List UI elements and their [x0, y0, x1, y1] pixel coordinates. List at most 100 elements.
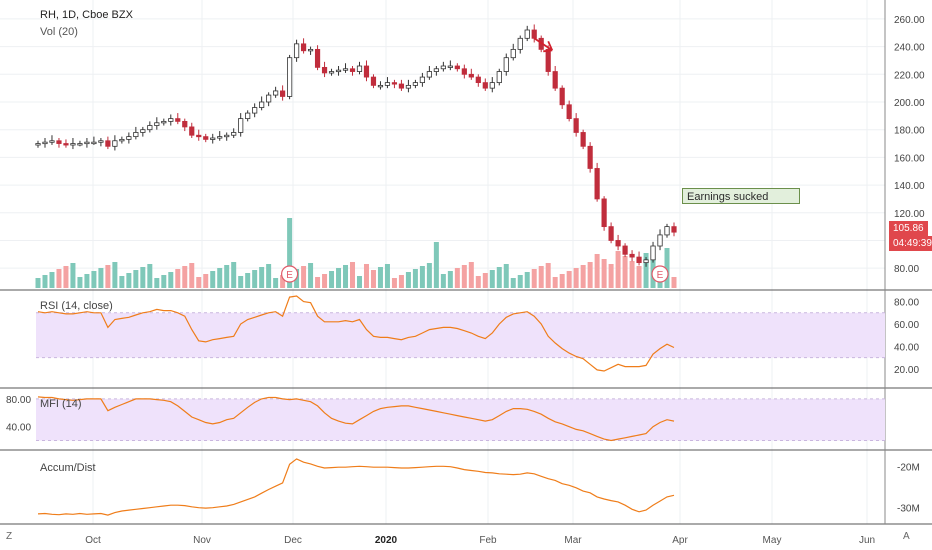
candle-body	[615, 240, 621, 247]
volume-bar	[336, 268, 342, 288]
volume-bar	[119, 276, 125, 288]
volume-bar	[580, 265, 586, 288]
candle-body	[447, 65, 453, 68]
candle-body	[398, 83, 405, 89]
volume-bar	[175, 269, 181, 288]
candle-body	[643, 259, 649, 264]
candle-body	[580, 132, 586, 147]
volume-bar	[594, 254, 600, 288]
candle-body	[77, 143, 83, 146]
volume-bar	[238, 276, 244, 288]
price-tick-label: 80.00	[894, 264, 919, 275]
zoom-icon[interactable]: Z	[6, 531, 13, 542]
candle-body	[412, 82, 419, 86]
volume-bar	[377, 267, 383, 288]
candle-body	[126, 136, 132, 140]
candle-body	[42, 141, 48, 145]
candle-body	[405, 84, 412, 89]
rsi-tick-label: 20.00	[894, 365, 919, 376]
volume-bar	[126, 273, 132, 288]
earnings-marker: E	[651, 265, 669, 283]
volume-bar	[161, 275, 167, 288]
volume-bar	[433, 242, 439, 288]
candle-body	[377, 84, 384, 88]
candle-body	[224, 134, 230, 138]
price-tick-label: 180.00	[894, 126, 925, 137]
candle-body	[468, 73, 474, 78]
volume-bar	[343, 265, 349, 288]
volume-bar	[370, 270, 376, 288]
volume-bar	[140, 267, 146, 288]
price-tick-label: 200.00	[894, 98, 925, 109]
candle-body	[650, 245, 656, 261]
earnings-marker: E	[281, 265, 299, 283]
volume-bar	[301, 266, 307, 288]
price-tick-label: 160.00	[894, 153, 925, 164]
candle-body	[622, 245, 628, 255]
volume-bar	[147, 264, 153, 288]
volume-bar	[545, 263, 551, 288]
auto-scale-button[interactable]: A	[903, 531, 910, 542]
candle-body	[321, 66, 328, 74]
candle-body	[314, 48, 321, 68]
volume-bar	[308, 263, 314, 288]
volume-bar	[84, 274, 90, 288]
candle-body	[56, 140, 62, 144]
accum-dist-label: Accum/Dist	[40, 462, 96, 474]
volume-bar	[266, 264, 272, 288]
candle-body	[300, 43, 307, 52]
rsi-tick-label: 80.00	[894, 298, 919, 309]
candle-body	[307, 48, 314, 52]
volume-bar	[398, 275, 404, 288]
volume-bar	[503, 264, 509, 288]
volume-bar	[217, 268, 223, 288]
volume-bar	[35, 278, 41, 288]
candle-body	[91, 141, 97, 145]
volume-bar	[412, 269, 418, 288]
mfi-tick-label: 80.00	[6, 395, 31, 406]
volume-bar	[70, 263, 76, 288]
volume-bar	[356, 276, 362, 288]
volume-bar	[587, 262, 593, 288]
candle-body	[63, 143, 69, 146]
volume-bar	[454, 268, 460, 288]
volume-bar	[91, 271, 97, 288]
candle-body	[433, 68, 439, 72]
volume-bar	[671, 277, 677, 288]
volume-bar	[329, 271, 335, 288]
candle-body	[601, 198, 607, 228]
volume-bar	[601, 259, 607, 288]
countdown-badge: 04:49:39	[889, 236, 932, 251]
volume-bar	[489, 270, 495, 288]
volume-bar	[182, 266, 188, 288]
volume-bar	[608, 264, 614, 288]
candle-body	[238, 118, 244, 133]
earnings-note[interactable]: Earnings sucked	[682, 188, 800, 204]
candle-body	[545, 48, 551, 72]
candle-body	[112, 140, 118, 147]
candle-body	[426, 71, 432, 78]
candle-body	[84, 141, 90, 145]
volume-bar	[77, 277, 83, 288]
volume-bar	[210, 271, 216, 288]
volume-bar	[63, 266, 69, 288]
rsi-tick-label: 40.00	[894, 342, 919, 353]
time-axis-label: 2020	[375, 535, 398, 546]
candle-body	[175, 118, 181, 122]
candle-body	[35, 143, 41, 146]
candle-body	[210, 137, 216, 140]
candle-body	[566, 104, 572, 120]
candle-body	[573, 118, 579, 133]
volume-bar	[189, 263, 195, 288]
volume-bar	[496, 267, 502, 288]
price-tick-label: 240.00	[894, 43, 925, 54]
candle-body	[168, 118, 174, 122]
time-axis-label: Nov	[193, 535, 211, 546]
volume-bar	[664, 248, 670, 288]
candle-body	[629, 253, 635, 258]
rsi-line	[37, 295, 675, 372]
volume-bar	[56, 269, 62, 288]
rsi-band	[36, 312, 885, 358]
candle-body	[252, 107, 258, 114]
